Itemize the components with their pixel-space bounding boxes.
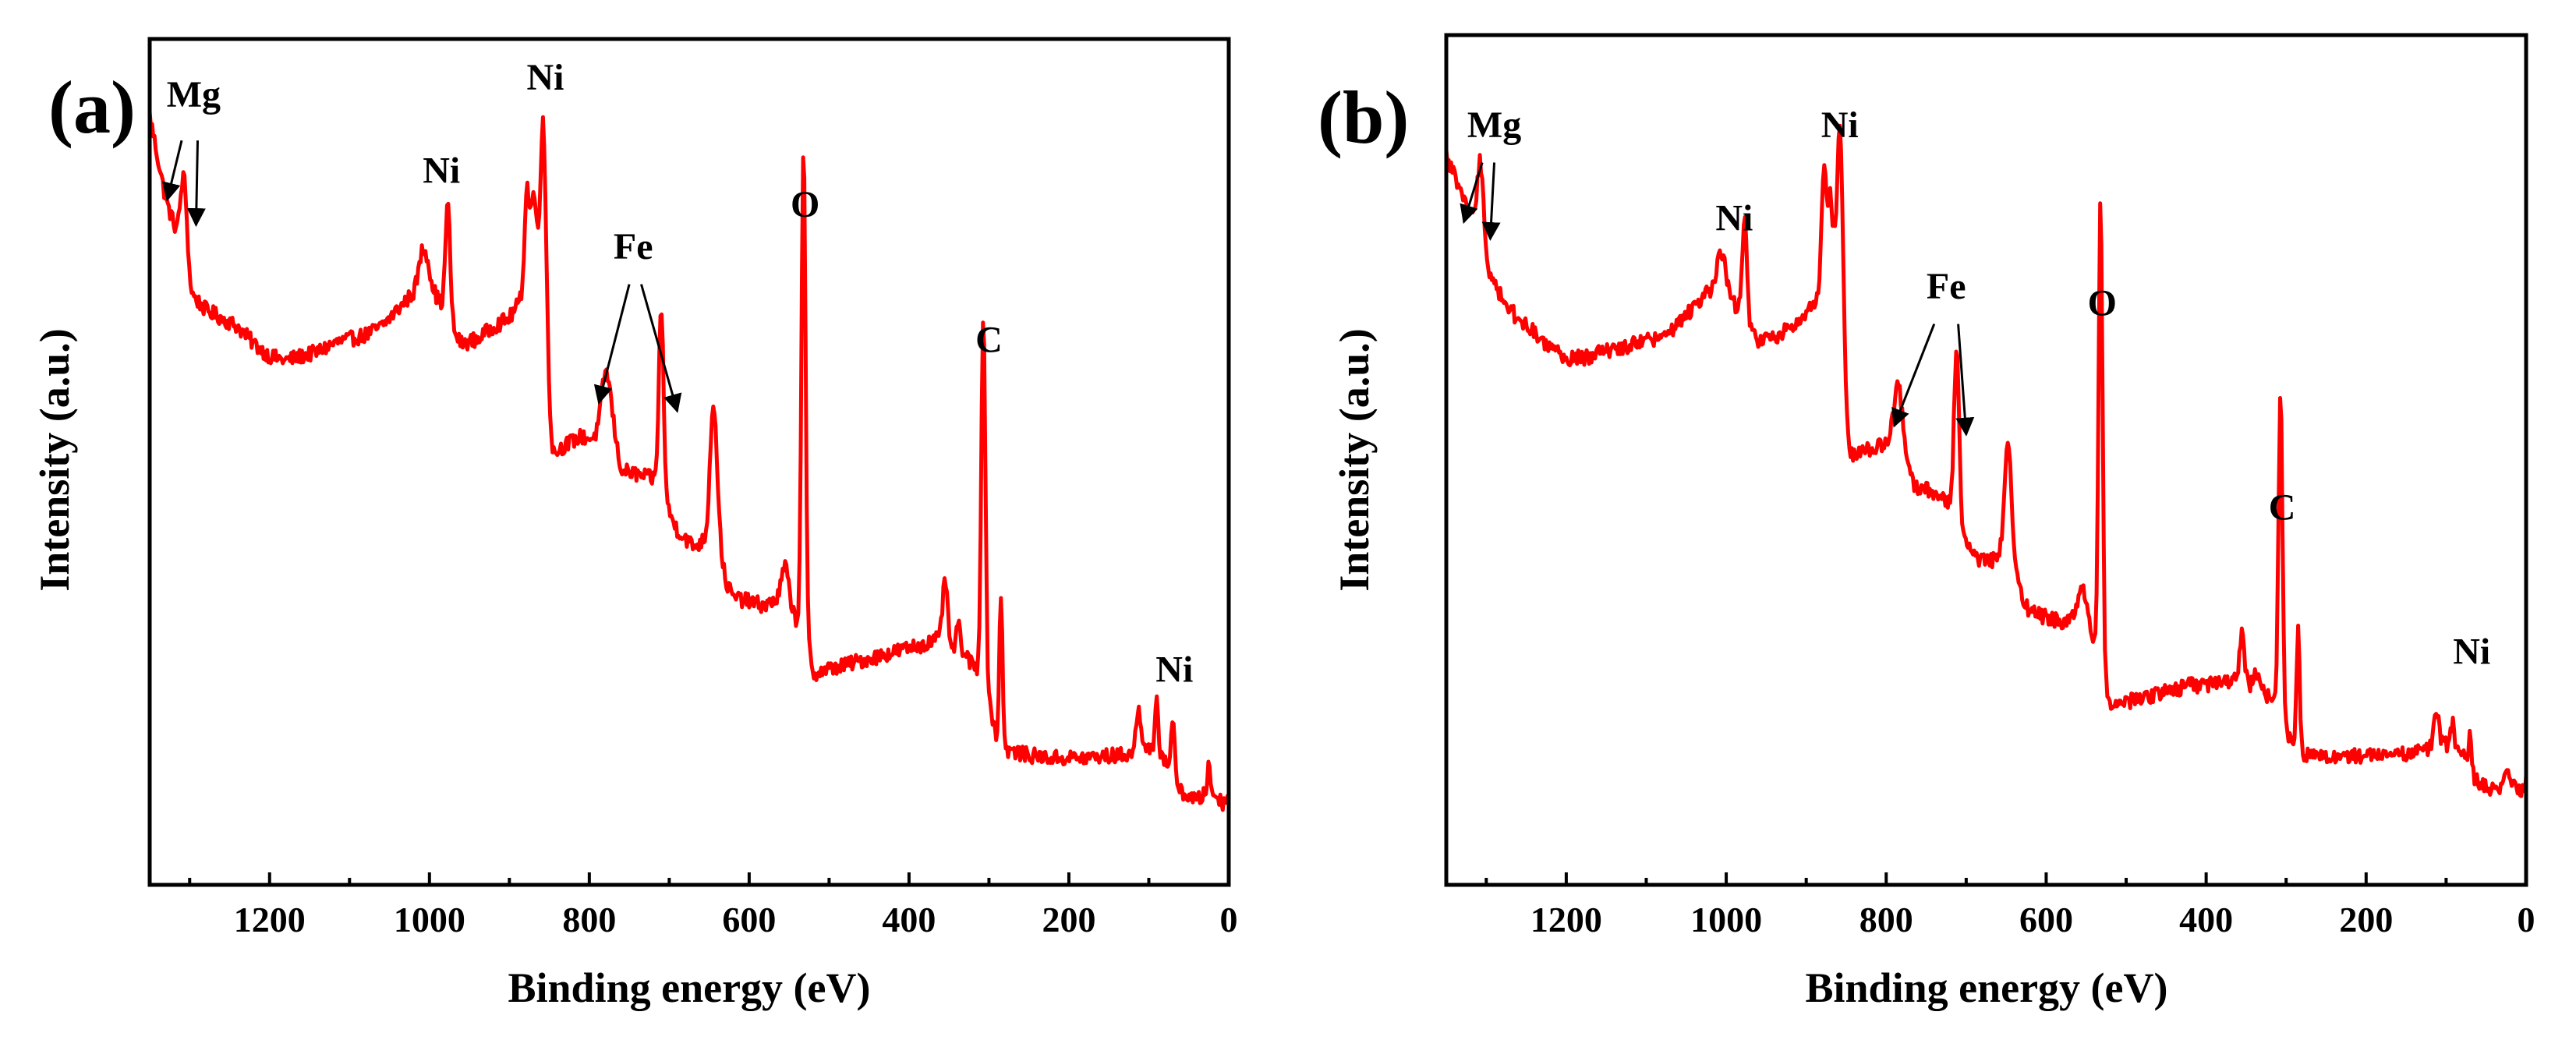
peak-arrow-fe bbox=[593, 284, 631, 405]
peak-label-mg: Mg bbox=[167, 74, 221, 115]
panel-a: (a) Intensity (a.u.) Binding energy (eV)… bbox=[31, 37, 1238, 1011]
y-axis-label: Intensity (a.u.) bbox=[31, 328, 78, 592]
x-tick-label: 400 bbox=[2179, 900, 2233, 939]
peak-label-ni: Ni bbox=[1155, 649, 1193, 691]
panel-label: (a) bbox=[48, 65, 136, 149]
peak-label-ni: Ni bbox=[526, 57, 564, 98]
x-tick-label: 1200 bbox=[1530, 900, 1602, 939]
y-axis-label: Intensity (a.u.) bbox=[1331, 328, 1378, 592]
x-tick-label: 600 bbox=[722, 900, 776, 939]
x-tick-label: 600 bbox=[2019, 900, 2073, 939]
spectrum-line bbox=[1444, 123, 2528, 798]
x-tick-label: 200 bbox=[1042, 900, 1095, 939]
peak-label-ni: Ni bbox=[1715, 198, 1753, 239]
peak-label-fe: Fe bbox=[614, 226, 653, 267]
spectrum-line bbox=[147, 110, 1231, 812]
peak-label-fe: Fe bbox=[1927, 266, 1966, 307]
peak-label-ni: Ni bbox=[423, 150, 460, 191]
peak-label-o: O bbox=[791, 184, 819, 225]
x-tick-label: 1200 bbox=[234, 900, 306, 939]
peak-label-c: C bbox=[975, 319, 1003, 360]
panel-b: (b) Intensity (a.u.) Binding energy (eV)… bbox=[1318, 33, 2535, 1011]
peak-arrow-mg bbox=[186, 140, 206, 228]
peak-arrow-mg bbox=[1481, 162, 1501, 241]
peak-arrow-fe bbox=[1891, 324, 1936, 428]
x-tick-label: 0 bbox=[1220, 900, 1238, 939]
x-axis-label: Binding energy (eV) bbox=[508, 964, 871, 1011]
x-tick-label: 0 bbox=[2518, 900, 2535, 939]
peak-label-c: C bbox=[2269, 486, 2296, 528]
plot-frame bbox=[147, 37, 1231, 887]
peak-arrow-mg bbox=[1460, 162, 1484, 225]
peak-label-o: O bbox=[2088, 283, 2117, 324]
x-tick-label: 800 bbox=[562, 900, 616, 939]
x-tick-label: 1000 bbox=[394, 900, 465, 939]
peak-label-mg: Mg bbox=[1467, 104, 1521, 146]
peak-arrow-fe bbox=[640, 284, 682, 413]
x-axis-label: Binding energy (eV) bbox=[1806, 964, 2168, 1011]
plot-frame bbox=[1444, 33, 2528, 887]
x-tick-label: 800 bbox=[1859, 900, 1913, 939]
panel-label: (b) bbox=[1318, 76, 1409, 159]
peak-arrow-fe bbox=[1955, 324, 1975, 437]
x-tick-label: 400 bbox=[882, 900, 936, 939]
x-tick-label: 200 bbox=[2339, 900, 2393, 939]
plot-area bbox=[1444, 123, 2528, 798]
plot-area bbox=[147, 110, 1231, 812]
x-tick-label: 1000 bbox=[1690, 900, 1762, 939]
peak-arrow-mg bbox=[161, 140, 183, 202]
peak-label-ni: Ni bbox=[2453, 631, 2490, 673]
peak-label-ni: Ni bbox=[1821, 104, 1859, 146]
